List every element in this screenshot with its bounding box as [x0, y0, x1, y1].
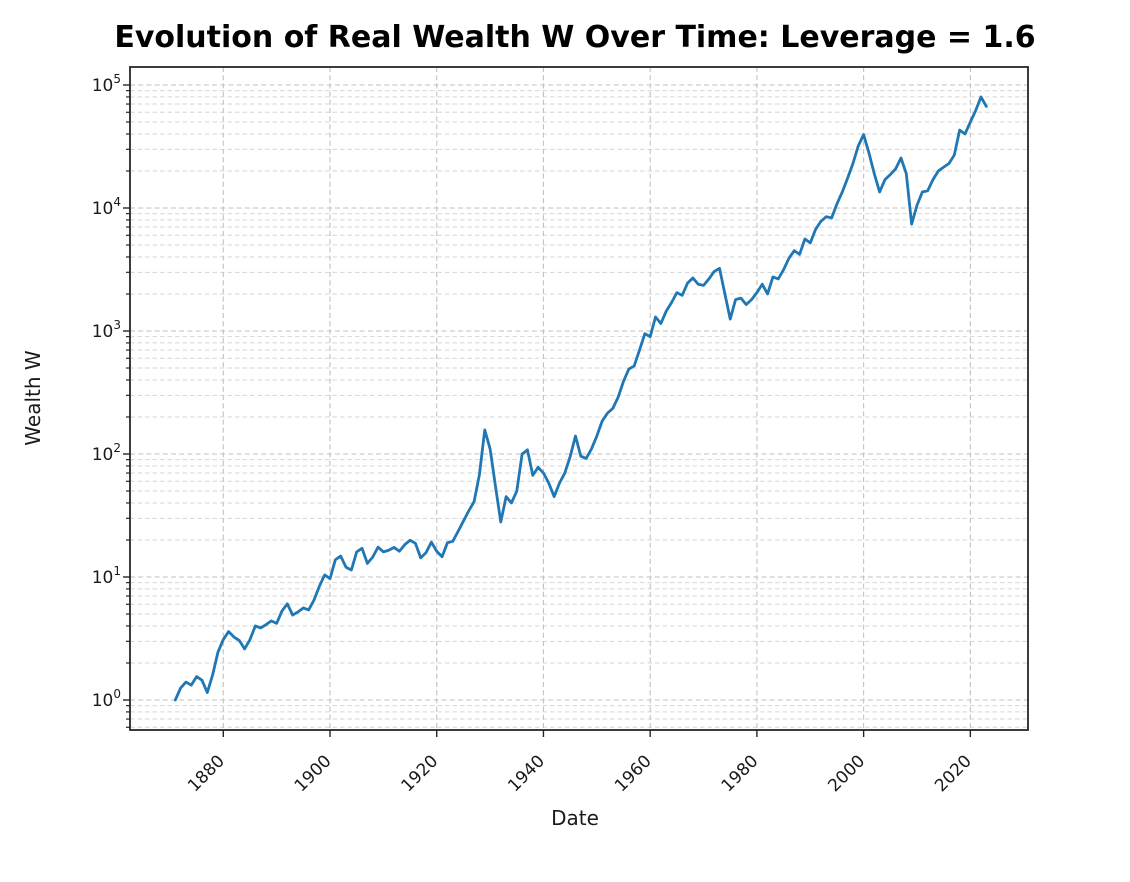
y-tick-label: 103	[92, 318, 121, 342]
y-tick-label: 100	[92, 687, 121, 711]
x-tick-label: 1980	[718, 751, 763, 796]
x-tick-label: 1920	[398, 751, 443, 796]
wealth-line	[173, 95, 988, 702]
minor-gridlines	[130, 90, 1028, 728]
x-tick-label: 1880	[184, 751, 229, 796]
y-tick-label: 102	[92, 441, 121, 465]
axis-ticks	[123, 84, 972, 737]
x-tick-label: 1940	[504, 751, 549, 796]
y-axis-label: Wealth W	[21, 350, 45, 446]
x-tick-label: 1960	[611, 751, 656, 796]
axes-frame	[129, 66, 1029, 731]
y-tick-label: 104	[92, 195, 121, 219]
wealth-series-line	[173, 95, 988, 702]
y-tick-label: 101	[92, 564, 121, 588]
x-axis-label: Date	[551, 806, 599, 830]
x-tick-label: 1900	[291, 751, 336, 796]
major-gridlines	[130, 67, 1028, 730]
axis-tick-labels: 100 101 102 103 104 105 1880 1900 1920 1940 1960 19…	[92, 72, 976, 796]
x-tick-label: 2000	[824, 751, 869, 796]
x-tick-label: 2020	[931, 751, 976, 796]
chart-title: Evolution of Real Wealth W Over Time: Le…	[114, 20, 1035, 55]
y-tick-label: 105	[92, 72, 121, 96]
